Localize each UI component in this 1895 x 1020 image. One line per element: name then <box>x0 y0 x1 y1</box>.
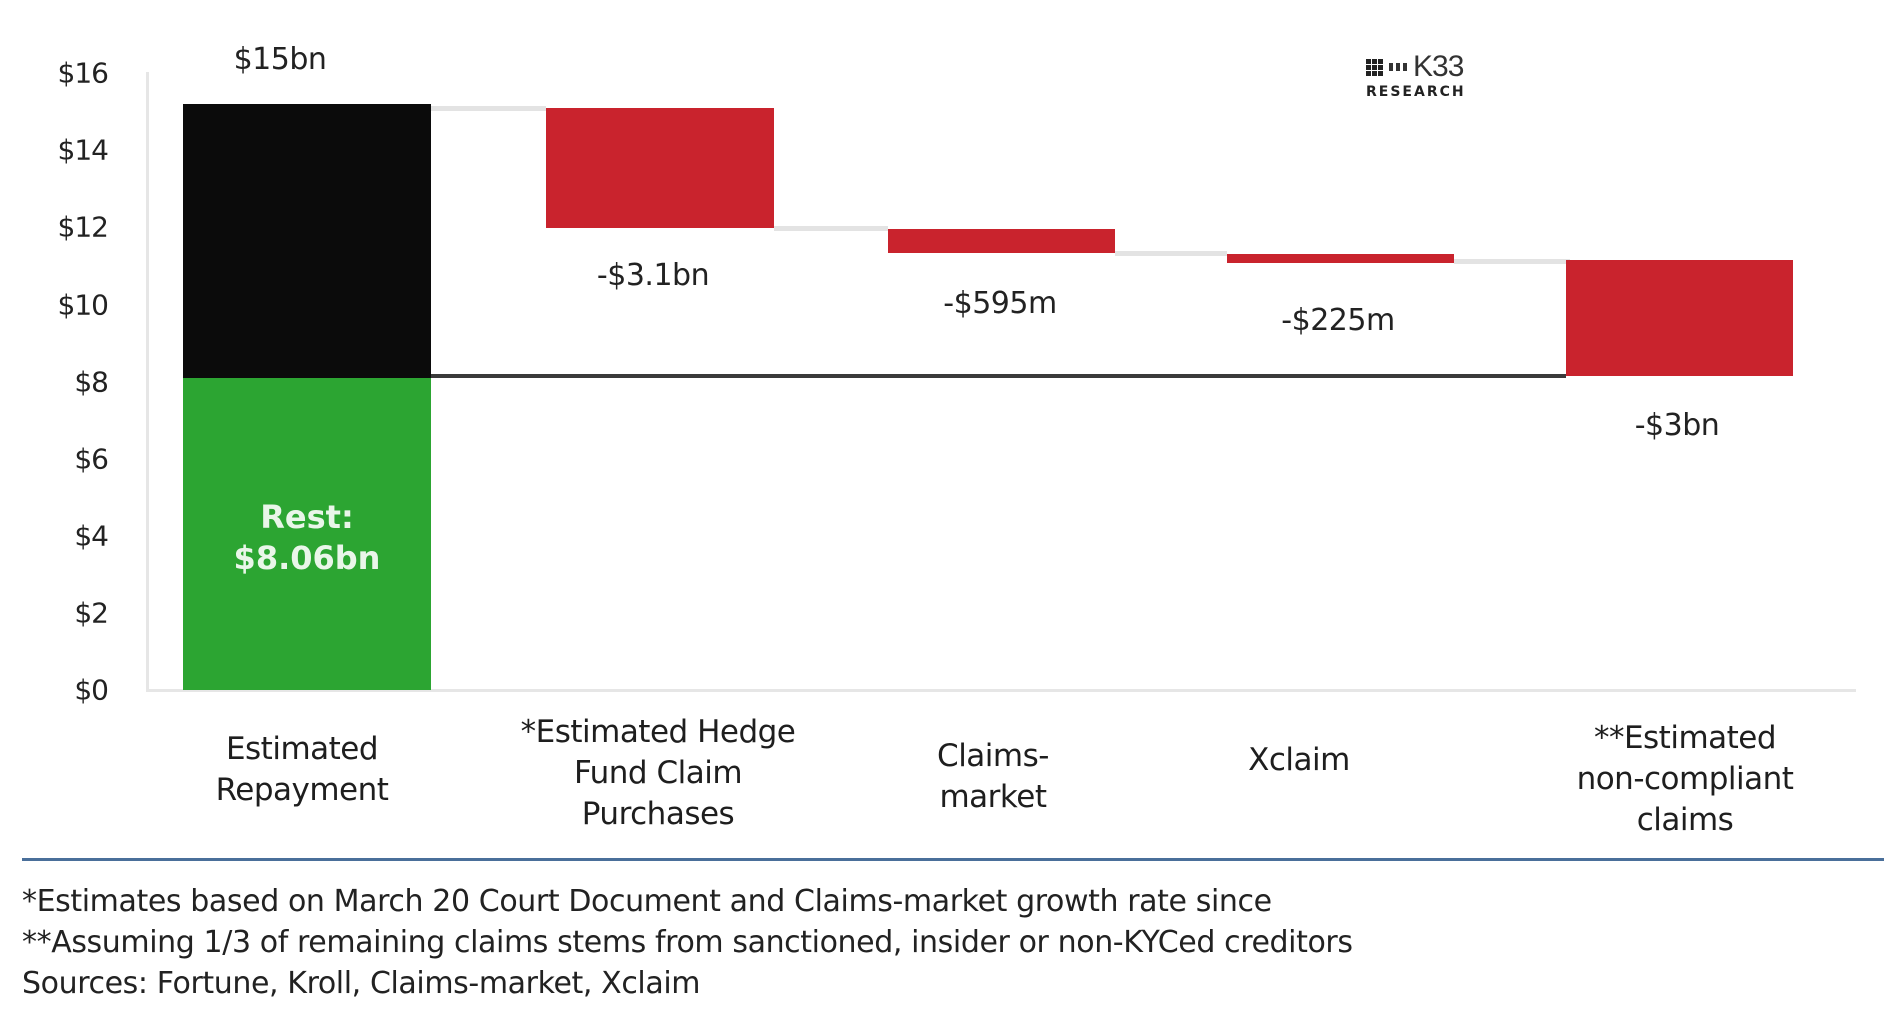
bar-hedge-fund-claims <box>546 108 774 228</box>
data-label-total: $15bn <box>233 42 327 77</box>
x-category-label: Xclaim <box>1248 742 1350 778</box>
rest-label: Rest: $8.06bn <box>183 497 431 579</box>
y-tick-label: $8 <box>74 365 109 399</box>
connector-line <box>431 106 546 111</box>
y-tick-label: $2 <box>74 596 109 630</box>
footnote-2: **Assuming 1/3 of remaining claims stems… <box>22 925 1353 960</box>
footnote-1: *Estimates based on March 20 Court Docum… <box>22 884 1272 919</box>
y-tick-label: $0 <box>74 673 109 707</box>
rest-label-value: $8.06bn <box>233 539 381 577</box>
logo-name: K33 <box>1413 50 1464 83</box>
logo-dots-icon <box>1389 63 1407 71</box>
data-label-xclaim: -$225m <box>1281 303 1395 338</box>
x-category-label: Estimated Repayment <box>215 731 389 808</box>
x-axis-line <box>146 689 1856 692</box>
y-axis-line <box>146 72 149 692</box>
connector-line <box>1454 259 1570 264</box>
y-tick-label: $16 <box>57 56 109 90</box>
x-category-label: *Estimated Hedge Fund Claim Purchases <box>520 714 796 832</box>
data-label-hedge: -$3.1bn <box>596 258 710 293</box>
y-tick-label: $6 <box>74 442 109 476</box>
x-category-label: Claims- market <box>937 738 1049 815</box>
bar-xclaim <box>1227 254 1454 263</box>
logo-subtitle: RESEARCH <box>1366 84 1466 100</box>
x-category-label: **Estimated non-compliant claims <box>1576 720 1794 838</box>
rest-baseline-line <box>431 374 1566 378</box>
bar-estimated-repayment-top <box>183 104 431 378</box>
bar-claims-market <box>888 229 1115 253</box>
connector-line <box>774 226 888 231</box>
k33-research-logo: K33 RESEARCH <box>1366 52 1496 100</box>
connector-line <box>1115 251 1227 256</box>
sources-note: Sources: Fortune, Kroll, Claims-market, … <box>22 966 701 1001</box>
footer-divider <box>22 858 1884 861</box>
y-tick-label: $4 <box>74 519 109 553</box>
data-label-claims-market: -$595m <box>943 286 1057 321</box>
data-label-noncompliant: -$3bn <box>1634 408 1720 443</box>
bar-non-compliant-claims <box>1566 260 1793 376</box>
y-tick-label: $14 <box>57 133 109 167</box>
rest-label-title: Rest: <box>260 498 354 536</box>
y-tick-label: $10 <box>57 288 109 322</box>
logo-grid-icon <box>1366 58 1383 76</box>
bar-rest <box>183 378 431 690</box>
y-tick-label: $12 <box>57 210 109 244</box>
